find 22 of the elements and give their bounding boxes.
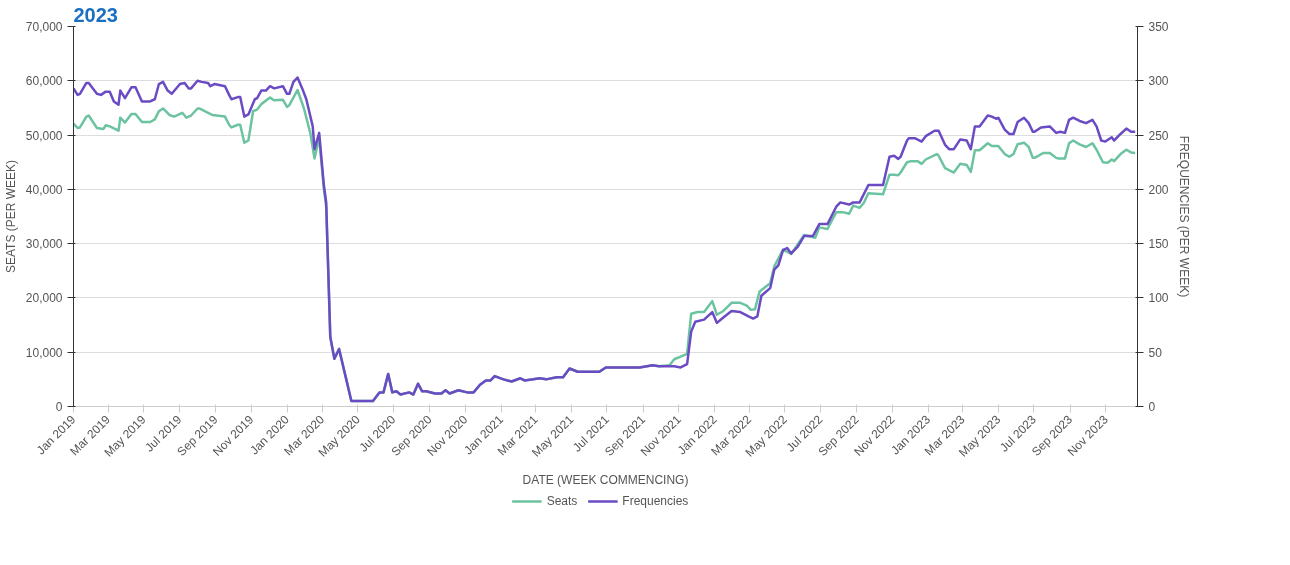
y-tick-label: 30,000 [25,237,63,252]
y2-tick-label: 0 [1148,400,1156,414]
y2-axis-title: FREQUENCIES (PER WEEK) [1176,135,1191,298]
y-tick-label: 20,000 [25,291,63,306]
y2-tick-label: 250 [1148,128,1169,143]
y2-tick-label: 100 [1148,291,1169,306]
x-axis-title: DATE (WEEK COMMENCING) [522,472,689,487]
y-tick-label: 70,000 [25,20,63,34]
y2-tick-label: 50 [1148,345,1163,360]
legend-label: Frequencies [622,494,689,508]
y-tick-label: 40,000 [25,182,63,197]
y2-tick-label: 150 [1148,237,1169,252]
y-tick-label: 50,000 [25,128,63,143]
y-axis-title: SEATS (PER WEEK) [3,159,18,274]
y2-tick-label: 200 [1148,182,1169,197]
y-tick-label: 60,000 [25,74,63,89]
legend-label: Seats [546,494,578,508]
y2-tick-label: 350 [1148,20,1169,34]
y-tick-label: 0 [55,400,63,414]
y2-tick-label: 300 [1148,74,1169,89]
y-tick-label: 10,000 [25,345,63,360]
chart-title: 2023 [73,3,118,26]
